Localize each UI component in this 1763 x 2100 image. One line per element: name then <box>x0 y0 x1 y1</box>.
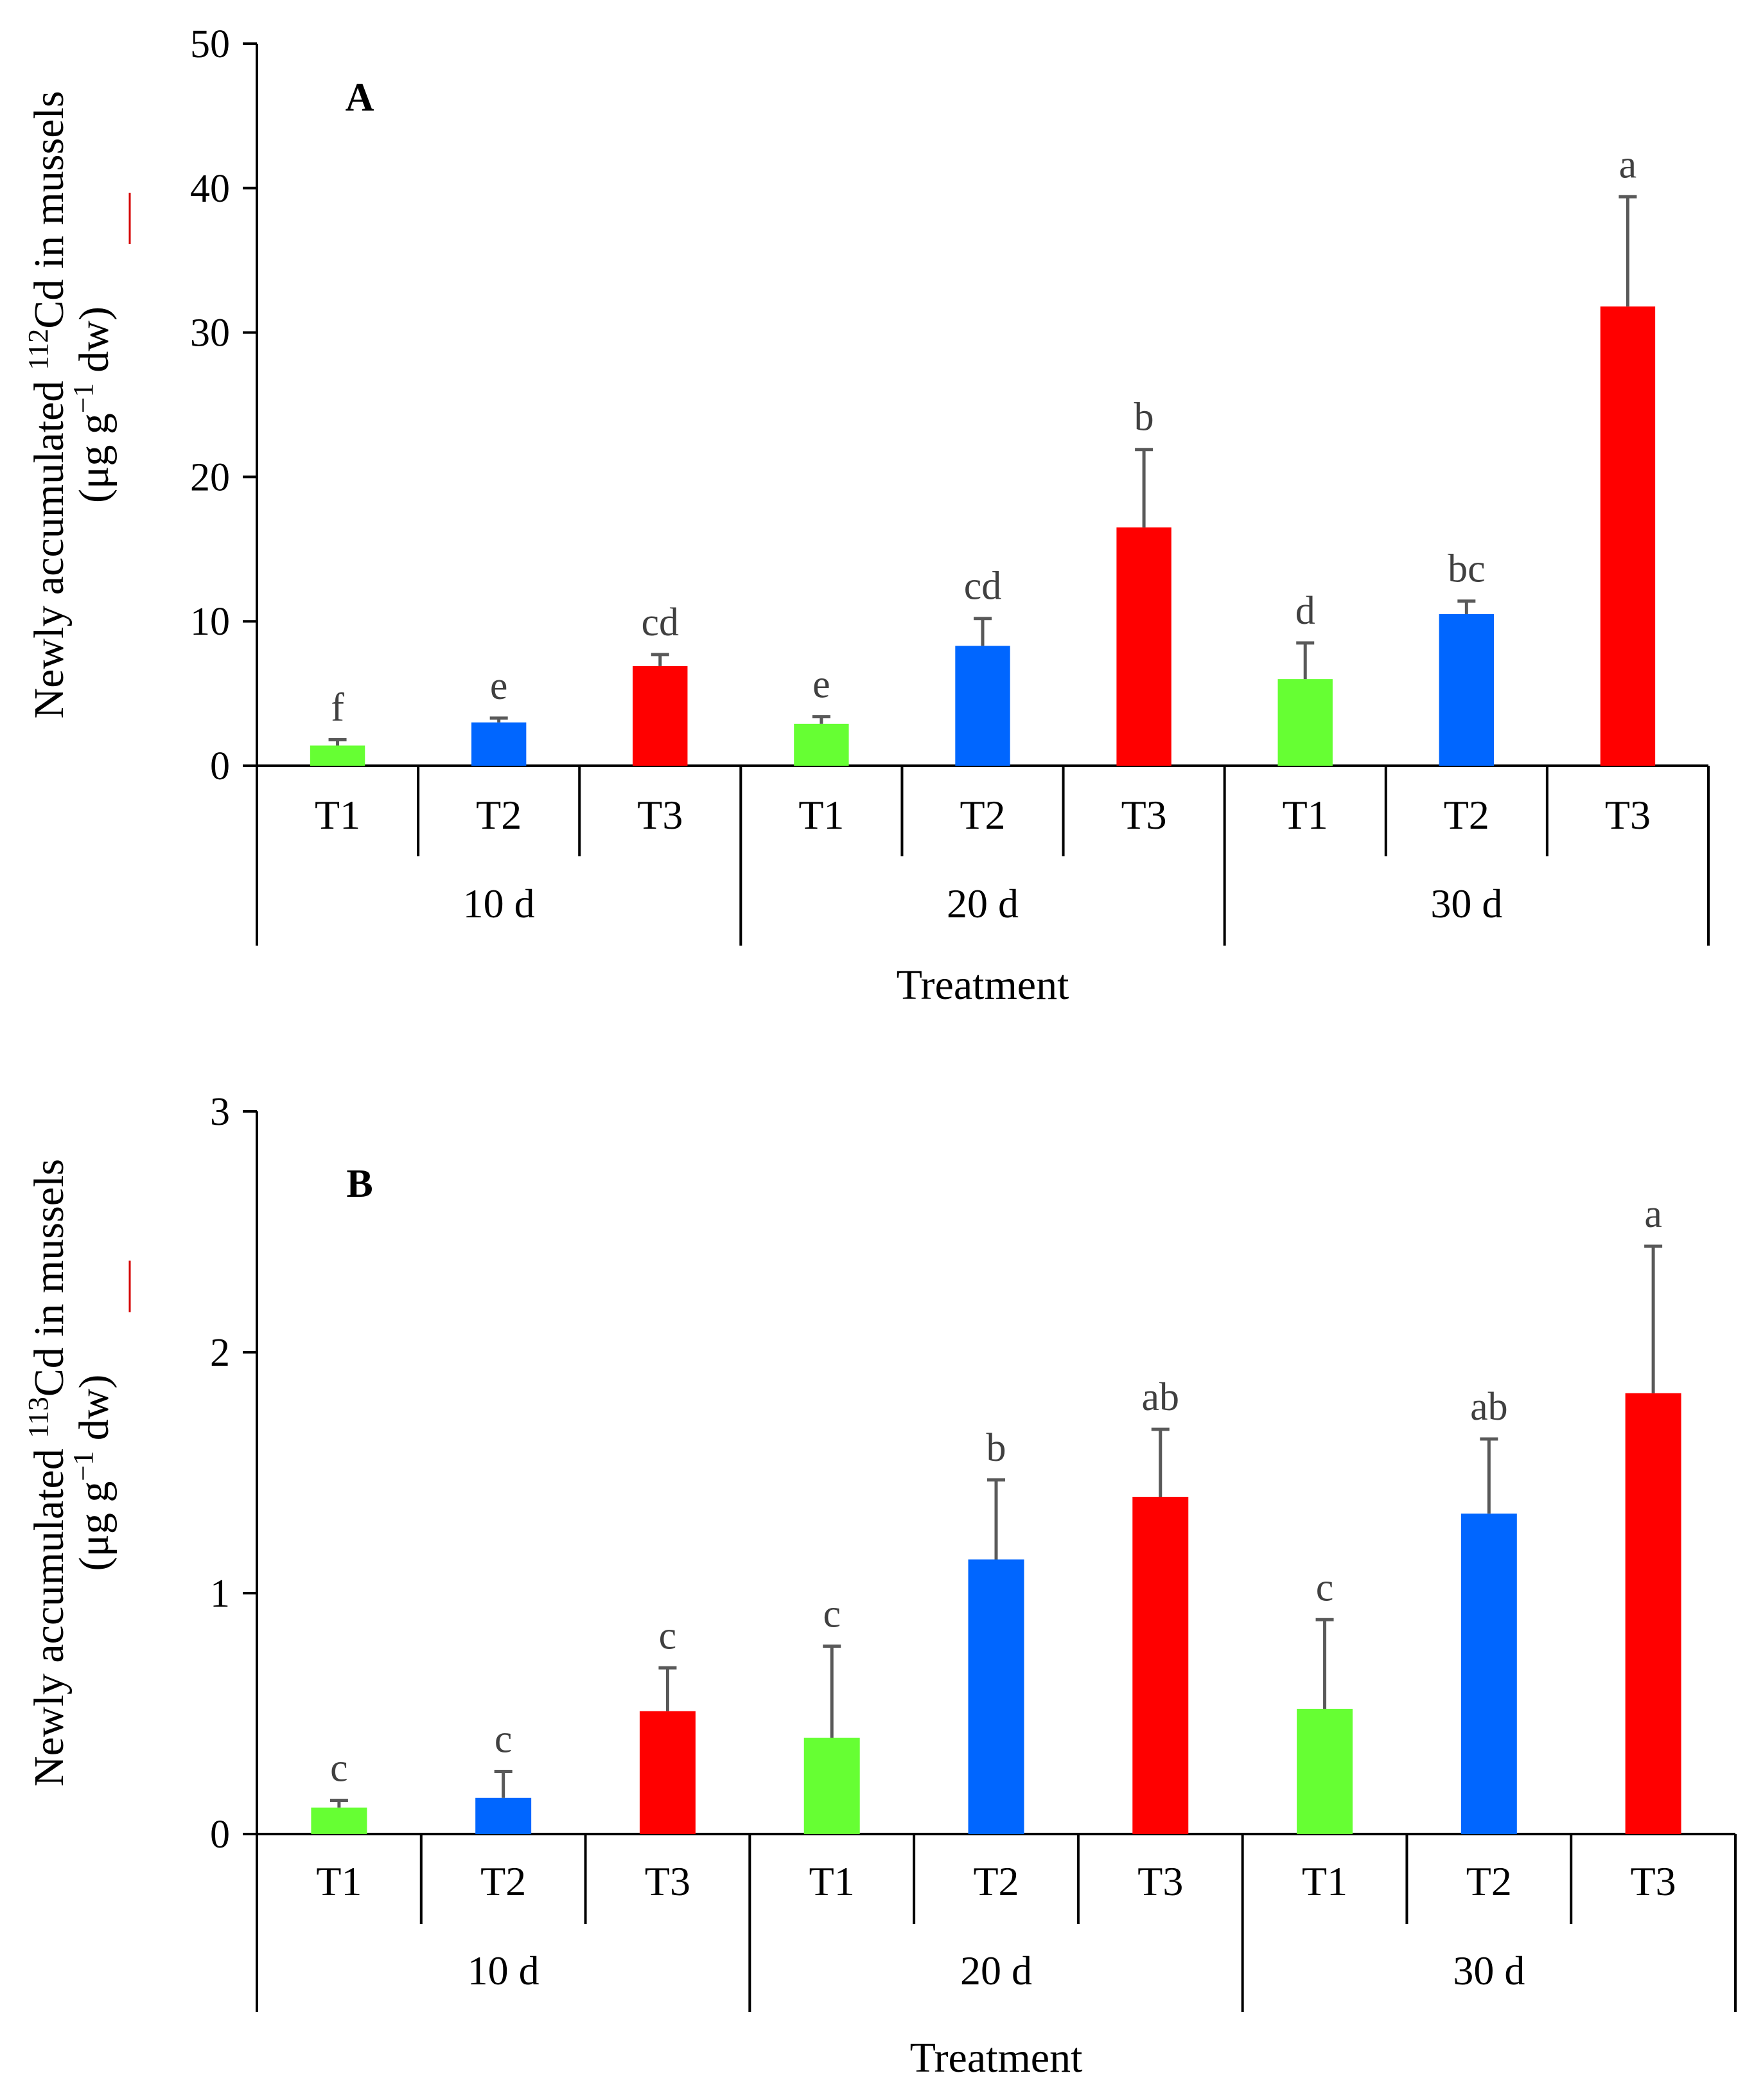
x-category-label: T1 <box>798 792 844 838</box>
bar <box>475 1797 532 1834</box>
bar <box>803 1738 860 1834</box>
significance-letter: c <box>659 1614 677 1657</box>
y-axis-unit-part: (μg g <box>71 413 118 503</box>
x-category-label: T2 <box>1466 1858 1512 1904</box>
y-axis-title-part: Newly accumulated <box>26 1438 73 1787</box>
significance-letter: c <box>823 1593 841 1636</box>
significance-letter: d <box>1295 589 1315 633</box>
panel-label: A <box>346 76 374 119</box>
significance-letter: a <box>1644 1192 1662 1236</box>
x-category-label: T1 <box>809 1858 855 1904</box>
x-category-label: T1 <box>315 792 360 838</box>
y-tick-label: 0 <box>210 1813 230 1857</box>
bar <box>310 745 365 766</box>
significance-letter: c <box>495 1718 513 1761</box>
y-axis-title-part: Cd in mussels <box>26 1159 73 1397</box>
bar <box>639 1711 696 1834</box>
y-tick-label: 2 <box>210 1331 230 1375</box>
x-category-label: T3 <box>1137 1858 1183 1904</box>
bar <box>1439 613 1495 766</box>
x-category-label: T2 <box>960 792 1005 838</box>
x-category-label: T2 <box>973 1858 1019 1904</box>
y-axis-unit-part: (μg g <box>71 1481 118 1571</box>
bar <box>1600 306 1656 766</box>
significance-letter: ab <box>1142 1375 1180 1419</box>
panel-label: B <box>346 1162 373 1206</box>
y-axis-title-part: Cd in mussels <box>26 91 73 328</box>
bar <box>794 723 849 766</box>
bar <box>968 1559 1024 1834</box>
bar <box>633 666 688 766</box>
y-tick-label: 0 <box>210 745 230 788</box>
x-category-label: T1 <box>1302 1858 1347 1904</box>
chart-panel-A: 0 10 20 30 40 50 T1 T2 T3 T1 T2 T3 T1 T2 T3 10 d 20 d 30 … <box>22 22 1710 1009</box>
x-group-label: 10 d <box>463 881 535 926</box>
chart-panel-B: 0 1 2 3 T1 T2 T3 T1 T2 T3 T1 T2 T3 10 d 20 d 30 d c c c c b a… <box>22 1090 1737 2081</box>
x-category-label: T2 <box>1444 792 1489 838</box>
x-axis-title: Treatment <box>897 962 1069 1009</box>
x-category-label: T3 <box>637 792 683 838</box>
x-category-label: T2 <box>480 1858 526 1904</box>
y-axis-unit-part: dw) <box>71 1375 118 1451</box>
y-axis-title-part: 112 <box>22 329 54 370</box>
significance-letter: cd <box>642 601 680 644</box>
y-axis-title: Newly accumulated 113Cd in mussels <box>22 1159 73 1787</box>
y-axis-unit-part: −1 <box>67 383 99 413</box>
bar <box>1460 1513 1517 1834</box>
x-category-label: T2 <box>476 792 522 838</box>
significance-letter: cd <box>964 565 1002 608</box>
bar <box>1277 679 1333 766</box>
significance-letter: b <box>1134 396 1154 439</box>
y-axis-title-part: 113 <box>22 1397 54 1438</box>
significance-letter: e <box>812 663 830 707</box>
y-tick-label: 40 <box>190 167 230 211</box>
significance-letter: ab <box>1470 1385 1508 1429</box>
x-group-label: 20 d <box>960 1948 1032 1993</box>
x-category-label: T1 <box>316 1858 362 1904</box>
y-axis-unit: (μg g−1 dw) <box>67 1375 118 1571</box>
y-tick-label: 3 <box>210 1090 230 1134</box>
bar <box>1132 1497 1189 1834</box>
y-tick-label: 20 <box>190 455 230 499</box>
y-tick-label: 30 <box>190 312 230 355</box>
y-tick-label: 50 <box>190 22 230 66</box>
x-category-label: T3 <box>1631 1858 1676 1904</box>
bar <box>1297 1709 1353 1834</box>
significance-letter: f <box>331 686 344 730</box>
y-axis-unit-part: −1 <box>67 1451 99 1481</box>
significance-letter: c <box>1316 1566 1334 1609</box>
x-group-label: 20 d <box>947 881 1019 926</box>
y-axis-title: Newly accumulated 112Cd in mussels <box>22 91 73 718</box>
significance-letter: a <box>1619 143 1637 186</box>
y-axis-title-part: Newly accumulated <box>26 370 73 718</box>
x-group-label: 30 d <box>1453 1948 1525 1993</box>
bar <box>471 722 527 766</box>
x-axis-title: Treatment <box>910 2034 1083 2081</box>
significance-letter: e <box>490 664 508 708</box>
bar <box>955 646 1010 766</box>
x-group-label: 30 d <box>1430 881 1502 926</box>
bar <box>1116 527 1171 766</box>
y-tick-label: 10 <box>190 600 230 644</box>
x-category-label: T3 <box>645 1858 690 1904</box>
y-axis-unit-part: dw) <box>71 306 118 383</box>
y-axis-unit: (μg g−1 dw) <box>67 306 118 503</box>
x-category-label: T3 <box>1605 792 1651 838</box>
significance-letter: bc <box>1448 547 1486 591</box>
x-group-label: 10 d <box>468 1948 539 1993</box>
significance-letter: b <box>987 1426 1006 1470</box>
bar <box>1625 1393 1681 1834</box>
x-category-label: T1 <box>1283 792 1328 838</box>
bar <box>311 1807 367 1834</box>
significance-letter: c <box>330 1747 348 1790</box>
x-category-label: T3 <box>1121 792 1167 838</box>
y-tick-label: 1 <box>210 1572 230 1616</box>
